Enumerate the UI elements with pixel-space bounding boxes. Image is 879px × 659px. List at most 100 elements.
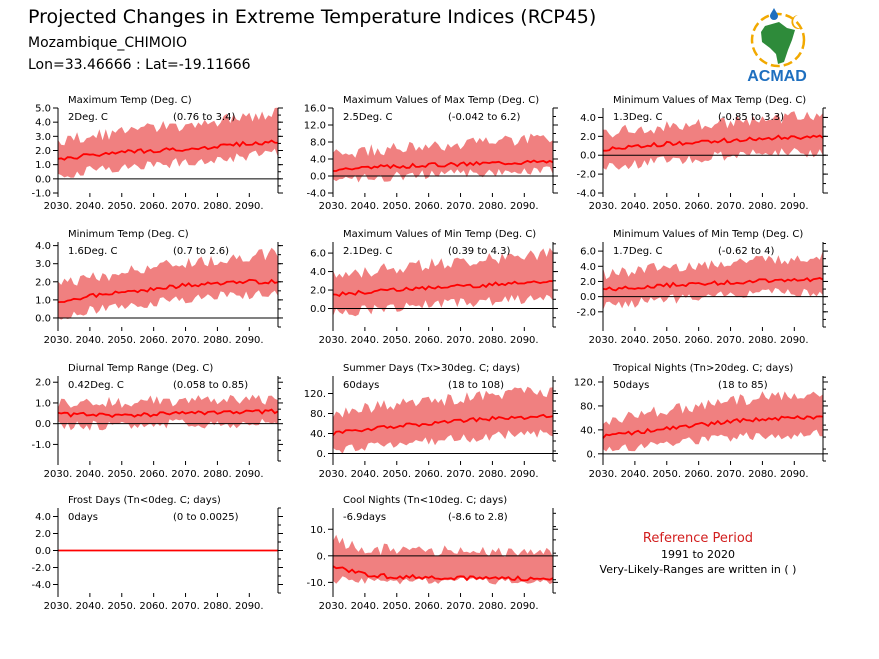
x-tick-label: 2030.	[319, 469, 348, 480]
y-tick-label: 12.0	[304, 121, 326, 132]
y-tick-label: -1.0	[31, 189, 51, 200]
y-tick-label: 16.0	[304, 104, 326, 115]
range-label: (0.7 to 2.6)	[173, 246, 229, 257]
y-tick-label: 4.0	[580, 113, 596, 124]
x-tick-label: 2040.	[351, 335, 380, 346]
mean-change-label: 0.42Deg. C	[68, 380, 124, 391]
range-label: (0 to 0.0025)	[173, 512, 239, 523]
mean-change-label: 1.3Deg. C	[613, 112, 662, 123]
y-tick-label: 0.	[316, 449, 326, 460]
range-band	[603, 391, 823, 452]
x-tick-label: 2070.	[171, 601, 200, 612]
chart-panel: 120. 80. 40. 0. 2030. 2040. 2050. 2060. 2070. 208…	[574, 363, 828, 480]
x-tick-label: 2060.	[414, 601, 443, 612]
mean-change-label: 1.7Deg. C	[613, 246, 662, 257]
chart-title: Maximum Values of Min Temp (Deg. C)	[343, 229, 536, 240]
x-tick-label: 2060.	[139, 601, 168, 612]
x-tick-label: 2040.	[351, 201, 380, 212]
mean-change-label: 60days	[343, 380, 379, 391]
x-tick-label: 2060.	[684, 469, 713, 480]
x-tick-label: 2060.	[414, 335, 443, 346]
chart-title: Tropical Nights (Tn>20deg. C; days)	[612, 363, 793, 374]
range-label: (-0.62 to 4)	[718, 246, 775, 257]
y-tick-label: 40.	[580, 425, 596, 436]
mean-line	[57, 278, 279, 303]
x-tick-label: 2090.	[510, 201, 539, 212]
x-tick-label: 2060.	[414, 469, 443, 480]
x-tick-label: 2080.	[748, 469, 777, 480]
mean-change-label: 2Deg. C	[68, 112, 108, 123]
x-tick-label: 2080.	[203, 201, 232, 212]
range-band	[333, 133, 553, 183]
y-tick-label: -10.	[306, 578, 326, 589]
y-tick-label: 1.0	[35, 295, 51, 306]
y-tick-label: -4.0	[31, 580, 51, 591]
x-tick-label: 2080.	[203, 469, 232, 480]
y-tick-label: 8.0	[310, 138, 326, 149]
x-tick-label: 2030.	[319, 201, 348, 212]
x-tick-label: 2030.	[44, 601, 73, 612]
mean-line	[602, 415, 824, 439]
y-tick-label: 2.0	[580, 277, 596, 288]
x-tick-label: 2060.	[139, 469, 168, 480]
mean-change-label: -6.9days	[343, 512, 386, 523]
x-tick-label: 2030.	[589, 201, 618, 212]
range-label: (18 to 85)	[718, 380, 768, 391]
chart-title: Minimum Values of Min Temp (Deg. C)	[613, 229, 803, 240]
x-tick-label: 2050.	[382, 201, 411, 212]
mean-line	[332, 565, 554, 582]
x-tick-label: 2090.	[235, 469, 264, 480]
x-tick-label: 2040.	[621, 469, 650, 480]
chart-panel: 4.0 3.0 2.0 1.0 0.0 2030. 2040. 2050. 2060. 2070.…	[35, 229, 283, 346]
x-tick-label: 2060.	[139, 201, 168, 212]
y-tick-label: 2.0	[35, 277, 51, 288]
range-band	[58, 107, 278, 178]
acmad-logo: ACMAD	[747, 8, 807, 85]
x-tick-label: 2030.	[44, 201, 73, 212]
mean-line	[332, 280, 554, 297]
y-tick-label: 40.	[310, 429, 326, 440]
chart-title: Maximum Temp (Deg. C)	[68, 95, 192, 106]
logo-text: ACMAD	[747, 68, 807, 85]
x-tick-label: 2050.	[382, 469, 411, 480]
range-label: (-0.042 to 6.2)	[448, 112, 520, 123]
x-tick-label: 2090.	[510, 469, 539, 480]
x-tick-label: 2090.	[780, 201, 809, 212]
range-band	[58, 394, 278, 431]
y-tick-label: 120.	[304, 389, 326, 400]
y-tick-label: 0.0	[35, 546, 51, 557]
x-tick-label: 2050.	[652, 335, 681, 346]
x-tick-label: 2040.	[76, 601, 105, 612]
range-label: (-8.6 to 2.8)	[448, 512, 508, 523]
x-tick-label: 2090.	[780, 335, 809, 346]
x-tick-label: 2050.	[382, 335, 411, 346]
y-tick-label: 2.0	[35, 529, 51, 540]
x-tick-label: 2030.	[589, 335, 618, 346]
coordinates-label: Lon=33.46666 : Lat=-19.11666	[28, 57, 251, 73]
x-tick-label: 2080.	[748, 201, 777, 212]
x-tick-label: 2050.	[107, 601, 136, 612]
chart-title: Frost Days (Tn<0deg. C; days)	[68, 495, 221, 506]
y-tick-label: -4.0	[576, 189, 596, 200]
chart-title: Maximum Values of Max Temp (Deg. C)	[343, 95, 539, 106]
x-tick-label: 2080.	[478, 469, 507, 480]
mean-line	[602, 277, 824, 292]
x-tick-label: 2040.	[76, 469, 105, 480]
x-tick-label: 2070.	[171, 335, 200, 346]
x-tick-label: 2040.	[351, 469, 380, 480]
mean-line	[332, 413, 554, 436]
x-tick-label: 2050.	[652, 469, 681, 480]
y-tick-label: 0.	[316, 551, 326, 562]
range-label: (0.39 to 4.3)	[448, 246, 510, 257]
x-tick-label: 2070.	[446, 335, 475, 346]
x-tick-label: 2040.	[621, 335, 650, 346]
mean-line	[603, 134, 824, 152]
africa-map-logo-icon	[750, 8, 806, 68]
x-tick-label: 2030.	[319, 335, 348, 346]
reference-period-title: Reference Period	[642, 531, 754, 546]
x-tick-label: 2040.	[76, 335, 105, 346]
